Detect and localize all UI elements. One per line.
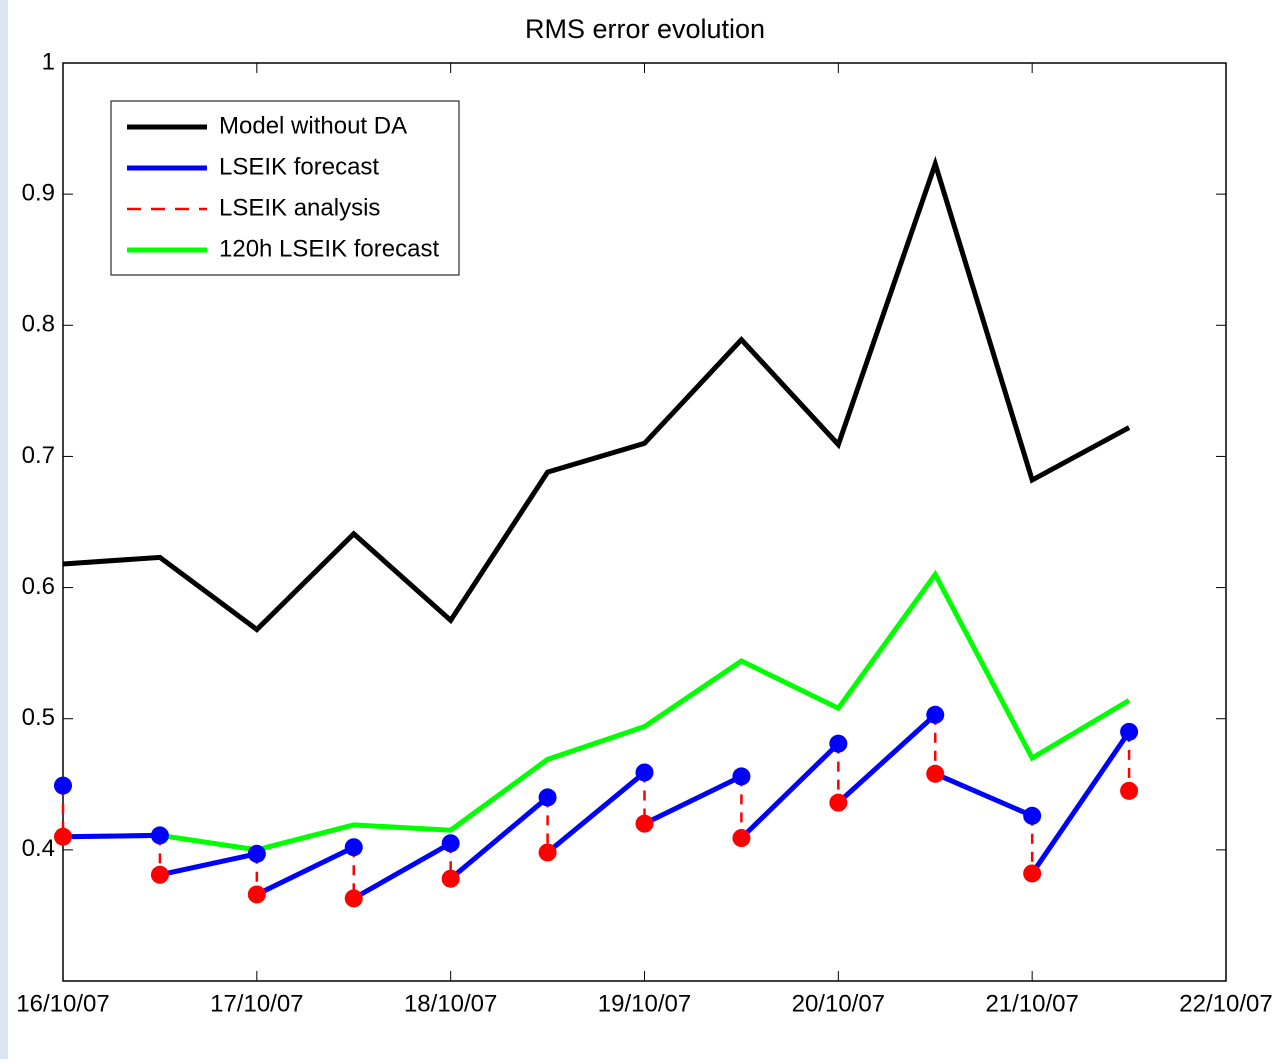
analysis-dot — [150, 865, 169, 884]
forecast-dot — [150, 826, 169, 845]
forecast-dot — [441, 834, 460, 853]
forecast-segment — [1030, 730, 1132, 875]
y-tick-label: 1 — [42, 48, 55, 75]
y-tick-label: 0.6 — [22, 573, 55, 600]
y-tick-label: 0.5 — [22, 704, 55, 731]
x-tick-label: 17/10/07 — [210, 990, 303, 1017]
y-tick-label: 0.9 — [22, 179, 55, 206]
forecast-segment — [159, 851, 258, 878]
forecast-dot — [732, 767, 751, 786]
analysis-dot — [1120, 781, 1139, 800]
forecast-dot — [635, 763, 654, 782]
legend-label: LSEIK forecast — [219, 153, 379, 180]
forecast-segment — [739, 741, 841, 840]
analysis-dot — [441, 869, 460, 888]
legend-label: Model without DA — [219, 112, 407, 139]
forecast-dot — [247, 844, 266, 863]
analysis-dot — [1023, 864, 1042, 883]
chart-title: RMS error evolution — [525, 14, 765, 44]
analysis-dot — [635, 814, 654, 833]
y-tick-label: 0.8 — [22, 311, 55, 338]
forecast-dot — [54, 776, 72, 795]
forecast-segment — [255, 844, 355, 897]
line-120h — [62, 569, 1131, 853]
analysis-dot — [732, 829, 751, 848]
x-tick-label: 16/10/07 — [16, 990, 109, 1017]
y-tick-label: 0.4 — [22, 835, 55, 862]
forecast-dot — [1023, 806, 1042, 825]
forecast-segment — [352, 841, 452, 901]
y-tick-label: 0.7 — [22, 442, 55, 469]
forecast-segment — [836, 712, 937, 805]
legend-box — [110, 100, 460, 276]
forecast-dot — [926, 705, 945, 724]
x-tick-label: 22/10/07 — [1179, 990, 1272, 1017]
forecast-segment — [62, 832, 160, 840]
forecast-segment — [934, 771, 1034, 819]
legend-label: 120h LSEIK forecast — [219, 235, 439, 262]
x-tick-label: 20/10/07 — [792, 990, 885, 1017]
analysis-dot — [926, 764, 945, 783]
x-tick-label: 21/10/07 — [985, 990, 1078, 1017]
legend-label: LSEIK analysis — [219, 194, 380, 221]
forecast-segment — [449, 795, 550, 881]
x-tick-label: 18/10/07 — [404, 990, 497, 1017]
side-strip — [0, 0, 8, 1059]
line-model — [62, 155, 1131, 633]
forecast-dot — [829, 734, 848, 753]
forecast-dot — [1120, 722, 1139, 741]
analysis-dot — [344, 889, 363, 908]
x-tick-label: 19/10/07 — [598, 990, 691, 1017]
forecast-segment — [545, 770, 647, 855]
analysis-dot — [54, 827, 72, 846]
analysis-dot — [829, 793, 848, 812]
forecast-dot — [538, 788, 557, 807]
forecast-segment — [643, 774, 743, 826]
analysis-dot — [538, 843, 557, 862]
forecast-dot — [344, 838, 363, 857]
analysis-dot — [247, 885, 266, 904]
